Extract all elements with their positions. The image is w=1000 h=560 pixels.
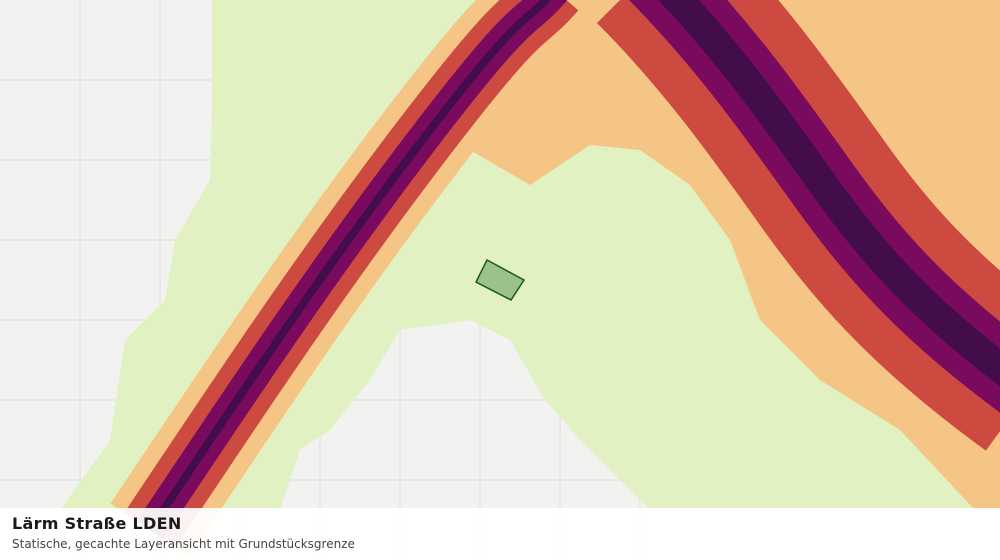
layer-title: Lärm Straße LDEN: [12, 514, 182, 533]
layer-subtitle: Statische, gecachte Layeransicht mit Gru…: [12, 537, 355, 551]
map-caption: Lärm Straße LDEN Statische, gecachte Lay…: [0, 508, 1000, 560]
road-right-noise: [596, 0, 1000, 451]
parcel-boundary: [474, 258, 526, 301]
road-left-noise: [110, 0, 591, 557]
